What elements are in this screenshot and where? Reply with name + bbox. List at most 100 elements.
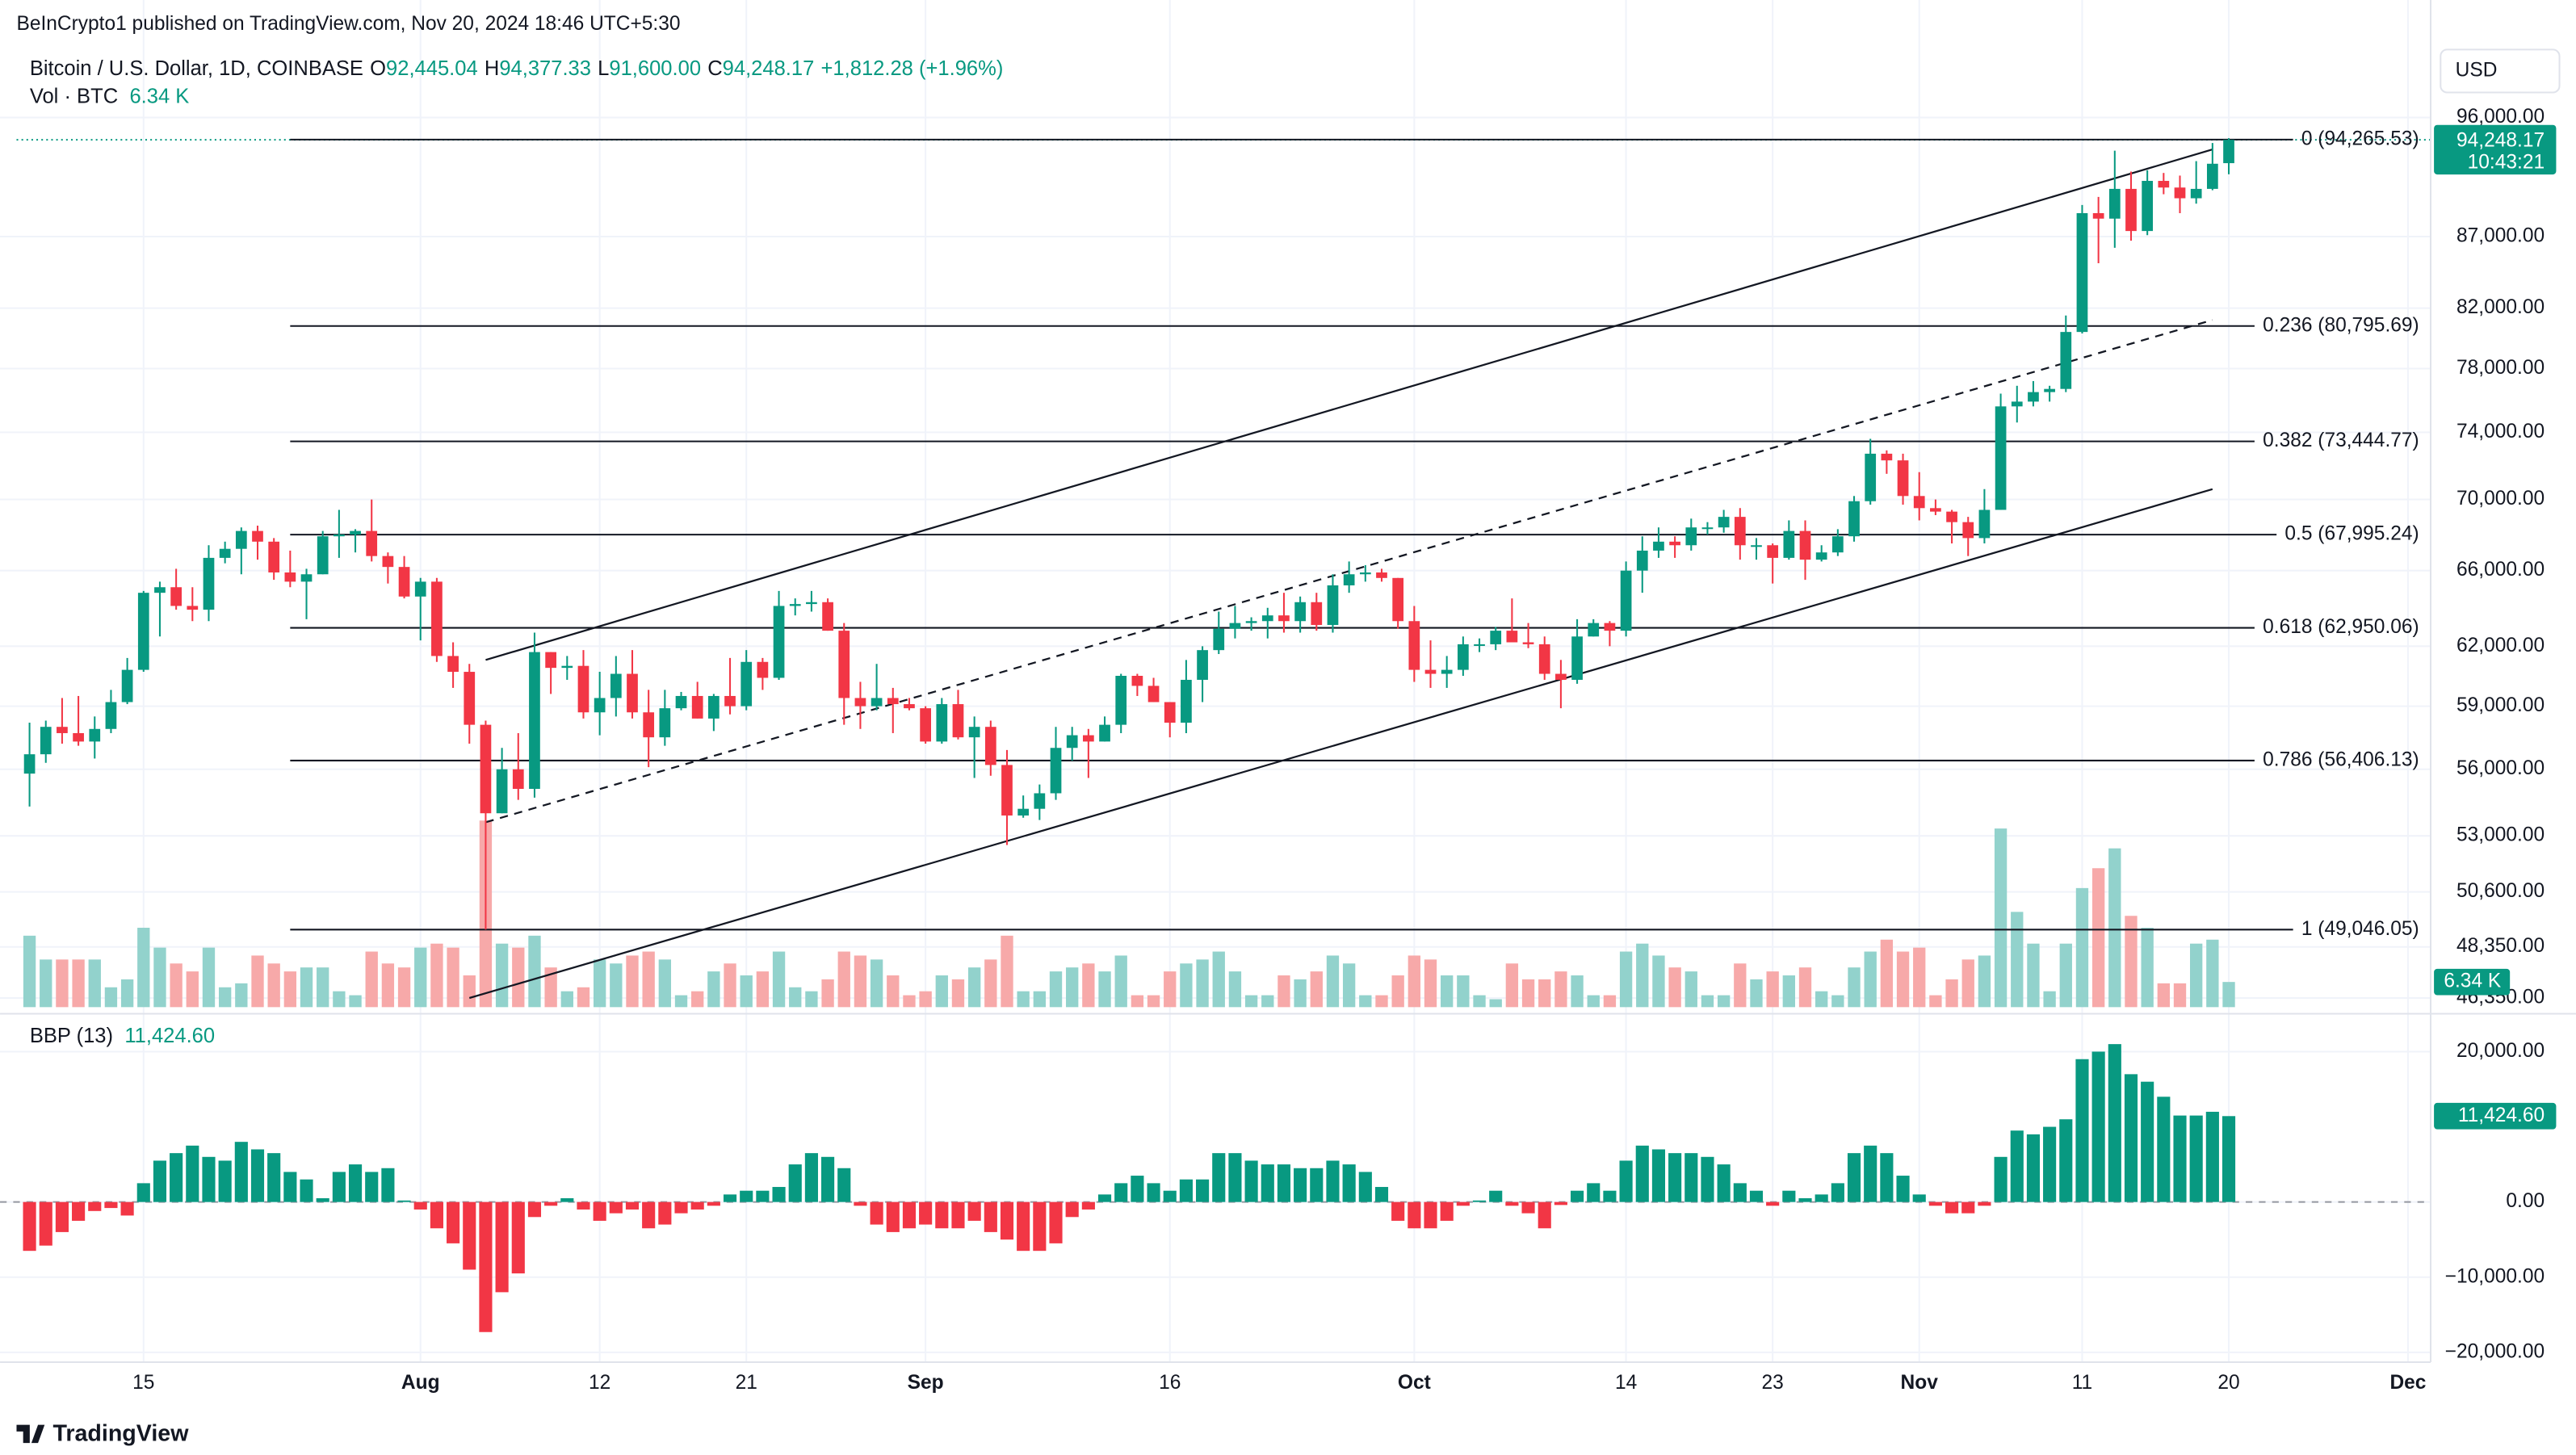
candle-body xyxy=(350,530,361,535)
currency-label[interactable]: USD xyxy=(2456,59,2498,81)
volume-bar xyxy=(1212,951,1225,1008)
volume-bar xyxy=(512,947,525,1008)
candle-body xyxy=(334,534,345,537)
volume-bar xyxy=(1619,951,1633,1008)
candle-body xyxy=(235,530,247,549)
candle-body xyxy=(1229,623,1241,629)
volume-bar xyxy=(984,959,997,1008)
bbp-bar xyxy=(593,1201,606,1221)
bbp-bar xyxy=(1342,1164,1356,1202)
volume-bar xyxy=(1326,955,1340,1008)
volume-bar xyxy=(674,995,688,1008)
bbp-bar xyxy=(837,1168,851,1202)
candle-body xyxy=(1848,501,1860,537)
candle-body xyxy=(594,698,606,713)
candle-body xyxy=(464,672,476,725)
last-price-label: 94,248.17 xyxy=(2456,130,2545,152)
volume-bar xyxy=(2125,916,2138,1008)
volume-bar xyxy=(1001,935,1013,1008)
bbp-value-box xyxy=(2434,1102,2557,1130)
bbp-bar xyxy=(577,1201,590,1210)
x-tick-label: Dec xyxy=(2389,1372,2426,1394)
ohlc-value: 91,600.00 xyxy=(609,57,701,80)
candle-body xyxy=(1408,621,1420,670)
volume-bar xyxy=(1033,991,1047,1008)
candle-body xyxy=(1653,541,1664,551)
candle-body xyxy=(1571,636,1583,680)
bbp-bar xyxy=(690,1201,704,1210)
bbp-bar xyxy=(1668,1153,1682,1202)
volume-bar xyxy=(642,951,655,1008)
bbp-bar xyxy=(136,1183,150,1202)
y-tick-label: 50,600.00 xyxy=(2456,880,2545,902)
x-tick-label: 14 xyxy=(1615,1372,1637,1394)
candle-body xyxy=(382,556,394,568)
candle-body xyxy=(431,581,443,656)
volume-bar xyxy=(1636,943,1649,1008)
bbp-bar xyxy=(1961,1201,1975,1214)
volume-bar xyxy=(170,963,183,1008)
candle-body xyxy=(724,695,736,707)
candle-body xyxy=(789,604,801,606)
bbp-bar xyxy=(544,1201,558,1206)
candle-body xyxy=(1881,453,1893,461)
volume-bar xyxy=(1441,975,1454,1008)
candle-body xyxy=(1767,545,1779,558)
candle-body xyxy=(1978,509,1991,539)
bbp-bar xyxy=(170,1153,183,1202)
bbp-bar xyxy=(658,1201,672,1225)
bbp-bar xyxy=(1472,1200,1487,1202)
bbp-bar xyxy=(1945,1201,1959,1214)
candle-body xyxy=(252,530,263,542)
volume-bar xyxy=(463,975,476,1008)
currency-button[interactable] xyxy=(2440,48,2561,94)
candle-body xyxy=(121,669,133,702)
bbp-bar xyxy=(1310,1168,1324,1202)
candle-body xyxy=(2060,332,2072,389)
bbp-bar xyxy=(1326,1160,1340,1202)
volume-bar xyxy=(1848,967,1861,1008)
bbp-bar xyxy=(1847,1153,1861,1202)
candle-body xyxy=(2158,181,2170,188)
volume-bar xyxy=(2075,887,2089,1008)
candle-body xyxy=(2092,213,2104,219)
candle-body xyxy=(1831,536,1844,553)
volume-bar xyxy=(1310,971,1323,1008)
y-tick-label: 59,000.00 xyxy=(2456,694,2545,716)
bbp-bar xyxy=(1163,1190,1177,1202)
candle-body xyxy=(1669,541,1680,546)
volume-bar xyxy=(560,991,573,1008)
volume-bar xyxy=(1278,975,1290,1008)
x-tick-label: Oct xyxy=(1398,1372,1431,1394)
bbp-bar xyxy=(1766,1201,1780,1206)
bbp-bar xyxy=(463,1201,476,1270)
candle-body xyxy=(806,602,817,605)
trend-line xyxy=(485,148,2213,661)
bbp-bar xyxy=(348,1164,363,1202)
ohlc-prefix: L xyxy=(598,57,609,80)
volume-bar xyxy=(1424,959,1437,1008)
volume-bar xyxy=(88,959,101,1008)
bbp-bar xyxy=(1505,1201,1519,1206)
y-tick-label: 53,000.00 xyxy=(2456,824,2545,846)
candle-body xyxy=(1245,621,1257,623)
ohlc-prefix: O xyxy=(370,57,386,80)
candle-body xyxy=(1962,522,1974,539)
bbp-bar xyxy=(1196,1179,1210,1202)
bbp-bar xyxy=(740,1190,753,1202)
bbp-bar xyxy=(1114,1183,1128,1202)
bbp-bar xyxy=(1815,1194,1828,1202)
bbp-bar xyxy=(316,1198,329,1202)
y-tick-label: 96,000.00 xyxy=(2456,106,2545,128)
bbp-bar xyxy=(72,1201,86,1221)
bbp-bar xyxy=(1587,1183,1601,1202)
bbp-bar xyxy=(1521,1201,1535,1214)
bbp-bar xyxy=(2124,1074,2138,1202)
fib-level-label: 0.382 (73,444.77) xyxy=(2263,430,2419,451)
volume-bar xyxy=(153,947,166,1008)
x-tick-label: 16 xyxy=(1159,1372,1181,1394)
volume-bar xyxy=(1945,979,1958,1008)
volume-bar xyxy=(1587,995,1600,1008)
volume-bar xyxy=(72,959,85,1008)
candle-body xyxy=(952,704,964,738)
